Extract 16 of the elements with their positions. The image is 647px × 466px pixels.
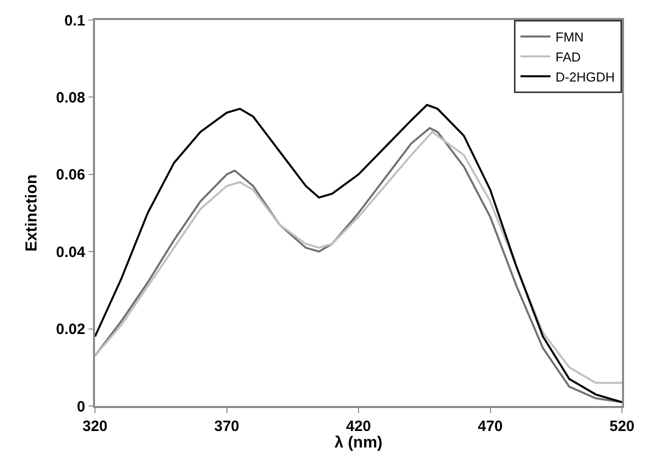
x-tick-label: 520 [609, 418, 635, 435]
x-tick-label: 370 [214, 418, 240, 435]
y-tick-label: 0 [76, 398, 86, 416]
x-tick-label: 420 [346, 418, 372, 435]
y-axis-title: Extinction [23, 174, 40, 252]
x-tick-label: 470 [478, 418, 503, 435]
y-tick-label: 0.1 [64, 12, 86, 30]
y-tick-label: 0.06 [56, 166, 86, 184]
x-axis-title: λ (nm) [334, 434, 382, 452]
x-tick-label: 320 [82, 418, 108, 435]
y-tick-label: 0.08 [56, 89, 86, 106]
y-tick-label: 0.04 [56, 244, 86, 261]
legend-label: FMN [556, 30, 584, 45]
y-tick-label: 0.02 [56, 321, 86, 338]
legend-label: D-2HGDH [556, 69, 615, 84]
legend-label: FAD [556, 49, 581, 64]
